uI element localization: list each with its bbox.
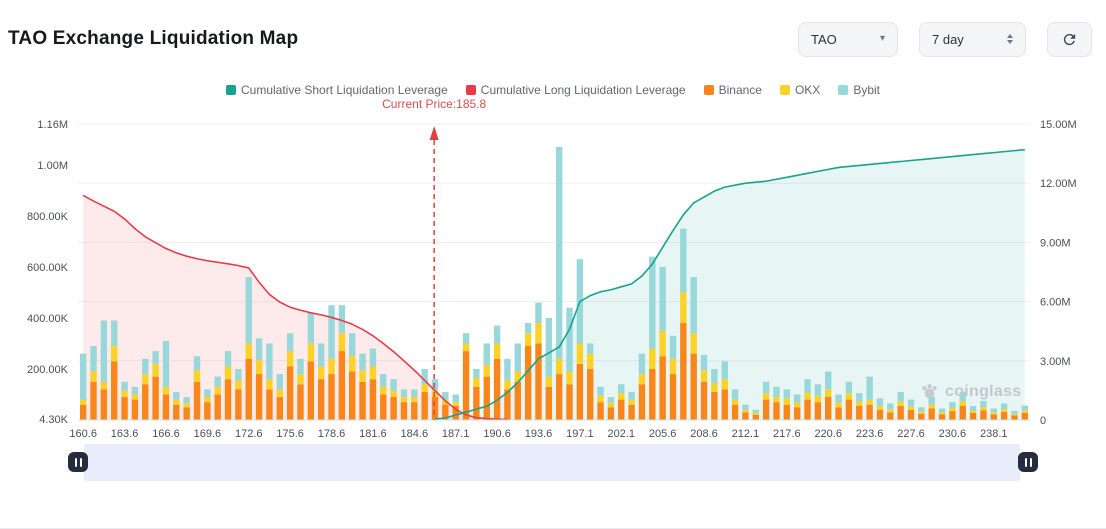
svg-text:400.00K: 400.00K (27, 313, 69, 325)
svg-text:193.6: 193.6 (525, 428, 553, 440)
svg-text:238.1: 238.1 (980, 428, 1008, 440)
legend-label: Binance (718, 83, 762, 97)
legend-swatch (225, 85, 236, 95)
liquidation-chart[interactable]: 160.6 163.6 166.6 169.6 172.6 175.6 178.6 181.6… (0, 110, 1106, 450)
watermark-text: coinglass (945, 382, 1022, 400)
svg-text:187.1: 187.1 (442, 428, 470, 440)
legend-label: OKX (794, 83, 821, 97)
svg-text:600.00K: 600.00K (27, 262, 69, 274)
svg-text:0: 0 (1040, 415, 1046, 427)
legend-label: Bybit (853, 83, 880, 97)
legend-item-4[interactable]: OKX (779, 83, 821, 97)
legend-item-2[interactable]: Cumulative Long Liquidation Leverage (465, 83, 686, 97)
cumulative-lines (82, 148, 1025, 421)
svg-text:160.6: 160.6 (69, 428, 97, 440)
legend-item-5[interactable]: Bybit (838, 83, 880, 97)
header-controls: TAO ▾ 7 day (798, 21, 1092, 57)
svg-text:202.1: 202.1 (607, 428, 635, 440)
svg-text:227.6: 227.6 (897, 428, 925, 440)
page-title: TAO Exchange Liquidation Map (8, 28, 299, 49)
svg-text:800.00K: 800.00K (27, 211, 69, 223)
svg-text:181.6: 181.6 (359, 428, 387, 440)
coinglass-logo-icon (922, 384, 937, 399)
chart-range-navigator[interactable] (0, 444, 1106, 482)
svg-text:1.16M: 1.16M (37, 119, 68, 131)
current-price-line (429, 126, 439, 420)
svg-text:190.6: 190.6 (483, 428, 511, 440)
period-select[interactable]: 7 day (919, 21, 1026, 57)
x-axis-labels: 160.6 163.6 166.6 169.6 172.6 175.6 178.6 181.6… (69, 428, 1007, 440)
refresh-icon (1063, 33, 1076, 45)
navigator-right-handle[interactable] (1018, 452, 1038, 472)
legend-swatch (703, 85, 714, 95)
svg-text:223.6: 223.6 (856, 428, 884, 440)
coinglass-watermark: coinglass (920, 382, 1022, 401)
svg-text:205.6: 205.6 (649, 428, 677, 440)
right-axis-labels: 0 3.00M 6.00M 9.00M 12.00M 15.00M (1040, 119, 1077, 427)
svg-text:15.00M: 15.00M (1040, 119, 1077, 131)
liquidation-bars[interactable] (79, 146, 1029, 420)
svg-text:12.00M: 12.00M (1040, 178, 1077, 190)
stepper-up-icon (1007, 34, 1013, 38)
area-fills (83, 149, 1025, 421)
symbol-select-value: TAO (811, 31, 837, 47)
stepper-down-icon (1007, 40, 1013, 44)
stepper-icon (1007, 34, 1013, 44)
navigator-track[interactable] (84, 444, 1020, 481)
chart-legend: Cumulative Short Liquidation Leverage Cum… (0, 83, 1106, 97)
svg-text:163.6: 163.6 (111, 428, 139, 440)
svg-text:6.00M: 6.00M (1040, 297, 1071, 309)
navigator-left-handle[interactable] (68, 452, 88, 472)
svg-text:230.6: 230.6 (939, 428, 967, 440)
period-select-value: 7 day (932, 31, 964, 47)
left-axis-labels: 4.30K 200.00K 400.00K 600.00K 800.00K 1.00M 1.… (27, 119, 69, 426)
svg-text:178.6: 178.6 (318, 428, 346, 440)
svg-text:220.6: 220.6 (814, 428, 842, 440)
svg-text:217.6: 217.6 (773, 428, 801, 440)
svg-text:4.30K: 4.30K (39, 414, 68, 426)
svg-text:166.6: 166.6 (152, 428, 180, 440)
refresh-button[interactable] (1047, 21, 1092, 57)
svg-text:197.1: 197.1 (566, 428, 594, 440)
chevron-down-icon: ▾ (879, 33, 885, 44)
svg-text:200.00K: 200.00K (27, 364, 69, 376)
legend-swatch (465, 85, 476, 95)
legend-swatch (838, 85, 849, 95)
legend-label: Cumulative Long Liquidation Leverage (480, 83, 686, 97)
legend-label: Cumulative Short Liquidation Leverage (240, 83, 448, 97)
legend-item-1[interactable]: Cumulative Short Liquidation Leverage (225, 83, 448, 97)
current-price-label: Current Price:185.8 (382, 97, 487, 111)
svg-text:184.6: 184.6 (401, 428, 429, 440)
svg-text:208.6: 208.6 (690, 428, 718, 440)
legend-item-3[interactable]: Binance (703, 83, 762, 97)
legend-swatch (779, 85, 790, 95)
svg-text:1.00M: 1.00M (37, 160, 68, 172)
svg-text:9.00M: 9.00M (1040, 237, 1071, 249)
svg-text:212.1: 212.1 (732, 428, 760, 440)
svg-text:172.6: 172.6 (235, 428, 263, 440)
page-header: TAO Exchange Liquidation Map TAO ▾ 7 day (0, 0, 1106, 64)
svg-text:175.6: 175.6 (276, 428, 304, 440)
svg-text:169.6: 169.6 (194, 428, 222, 440)
symbol-select[interactable]: TAO ▾ (798, 21, 898, 57)
svg-text:3.00M: 3.00M (1040, 356, 1071, 368)
